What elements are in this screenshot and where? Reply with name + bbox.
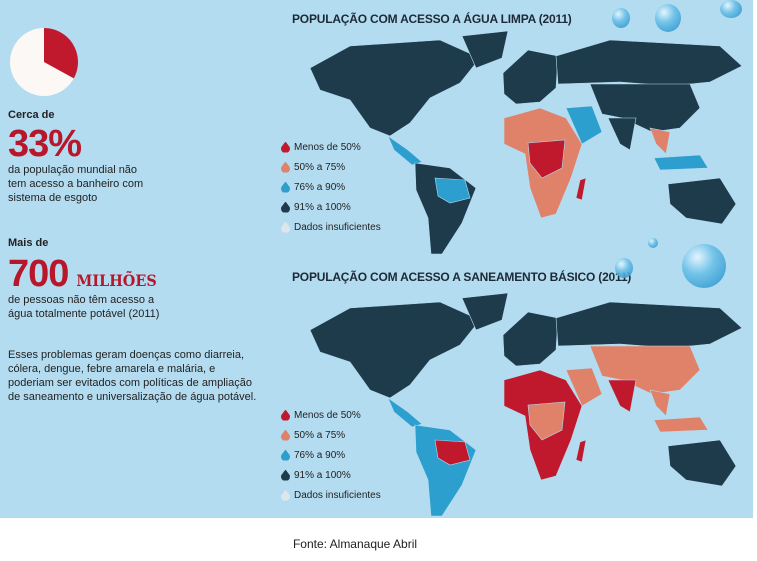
region-ca xyxy=(387,135,423,166)
region-af2 xyxy=(527,401,566,441)
legend-label: Menos de 50% xyxy=(294,409,361,421)
stat2-prefix: Mais de xyxy=(8,237,49,249)
water-drop-icon xyxy=(281,181,290,193)
region-na xyxy=(309,39,481,137)
legend-label: Dados insuficientes xyxy=(294,221,381,233)
water-drop-decoration xyxy=(648,238,658,248)
note-line: poderiam ser evitados com políticas de a… xyxy=(8,377,252,389)
region-gl xyxy=(461,30,509,69)
region-me xyxy=(565,105,603,145)
legend-label: 91% a 100% xyxy=(294,469,351,481)
region-au xyxy=(667,177,737,225)
region-sa xyxy=(414,424,477,517)
infographic-panel: Cerca de 33% da população mundial não te… xyxy=(0,0,753,518)
region-af2 xyxy=(527,139,566,179)
legend-label: 50% a 75% xyxy=(294,429,346,441)
note-line: Esses problemas geram doenças como diarr… xyxy=(8,349,245,361)
water-access-map xyxy=(309,30,743,255)
region-mg xyxy=(575,177,587,201)
stat2-desc-line: água totalmente potável (2011) xyxy=(8,308,160,320)
region-eu xyxy=(502,49,559,105)
water-drop-decoration xyxy=(720,0,742,18)
region-au xyxy=(667,439,737,487)
water-drop-icon xyxy=(281,489,290,501)
region-na xyxy=(309,301,481,399)
stat1-desc-line: sistema de esgoto xyxy=(8,192,98,204)
stat1-desc-line: da população mundial não xyxy=(8,164,138,176)
region-cn xyxy=(589,83,701,133)
legend-item: 50% a 75% xyxy=(281,425,381,445)
region-sa xyxy=(414,162,477,255)
pie-slice xyxy=(44,28,78,79)
water-drop-icon xyxy=(281,201,290,213)
region-in xyxy=(607,379,637,413)
legend-item: Menos de 50% xyxy=(281,405,381,425)
pie-chart xyxy=(10,28,78,96)
map2-title: POPULAÇÃO COM ACESSO A SANEAMENTO BÁSICO… xyxy=(292,270,632,284)
region-sea xyxy=(649,127,671,155)
region-ca xyxy=(387,397,423,428)
legend-item: 91% a 100% xyxy=(281,197,381,217)
water-drop-icon xyxy=(281,449,290,461)
stat1-prefix: Cerca de xyxy=(8,109,55,121)
note: Esses problemas geram doenças como diarr… xyxy=(8,348,256,404)
water-drop-icon xyxy=(281,141,290,153)
legend-label: Dados insuficientes xyxy=(294,489,381,501)
region-mg xyxy=(575,439,587,463)
legend-label: 91% a 100% xyxy=(294,201,351,213)
region-sea xyxy=(649,389,671,417)
region-cn xyxy=(589,345,701,395)
stat2-value: 700 xyxy=(8,253,69,295)
region-sa2 xyxy=(434,177,471,204)
legend-label: Menos de 50% xyxy=(294,141,361,153)
legend-item: Menos de 50% xyxy=(281,137,381,157)
legend-item: 76% a 90% xyxy=(281,445,381,465)
source-caption: Fonte: Almanaque Abril xyxy=(292,537,418,551)
stat1-desc: da população mundial não tem acesso a ba… xyxy=(8,163,143,205)
legend-item: 91% a 100% xyxy=(281,465,381,485)
map1-title: POPULAÇÃO COM ACESSO A ÁGUA LIMPA (2011) xyxy=(292,12,572,26)
water-drop-icon xyxy=(281,409,290,421)
legend-item: 76% a 90% xyxy=(281,177,381,197)
region-ru xyxy=(555,301,743,349)
stat1-desc-line: tem acesso a banheiro com xyxy=(8,178,144,190)
stat2-desc-line: de pessoas não têm acesso a xyxy=(8,294,155,306)
map1-legend: Menos de 50% 50% a 75% 76% a 90% 91% a 100%… xyxy=(281,137,381,237)
stat2-unit: MILHÕES xyxy=(76,271,157,290)
water-drop-decoration xyxy=(615,258,633,278)
water-drop-decoration xyxy=(612,8,630,28)
sanitation-access-map xyxy=(309,292,743,517)
legend-item: 50% a 75% xyxy=(281,157,381,177)
stat1-value: 33% xyxy=(8,123,82,165)
region-id xyxy=(653,416,709,433)
region-eu xyxy=(502,311,559,367)
water-drop-icon xyxy=(281,429,290,441)
water-drop-icon xyxy=(281,221,290,233)
water-drop-icon xyxy=(281,469,290,481)
legend-label: 76% a 90% xyxy=(294,449,346,461)
water-drop-decoration xyxy=(682,244,726,288)
legend-label: 50% a 75% xyxy=(294,161,346,173)
water-drop-decoration xyxy=(655,4,681,32)
note-line: cólera, dengue, febre amarela e malária,… xyxy=(8,363,216,375)
region-ru xyxy=(555,39,743,87)
stat2-row: 700 MILHÕES xyxy=(8,255,157,300)
legend-item: Dados insuficientes xyxy=(281,217,381,237)
region-id xyxy=(653,154,709,171)
note-line: de saneamento e universalização de água … xyxy=(8,391,257,403)
region-me xyxy=(565,367,603,407)
stat2-desc: de pessoas não têm acesso a água totalme… xyxy=(8,293,159,321)
legend-item: Dados insuficientes xyxy=(281,485,381,505)
water-drop-icon xyxy=(281,161,290,173)
legend-label: 76% a 90% xyxy=(294,181,346,193)
region-in xyxy=(607,117,637,151)
region-sa2 xyxy=(434,439,471,466)
region-gl xyxy=(461,292,509,331)
map2-legend: Menos de 50% 50% a 75% 76% a 90% 91% a 100%… xyxy=(281,405,381,505)
